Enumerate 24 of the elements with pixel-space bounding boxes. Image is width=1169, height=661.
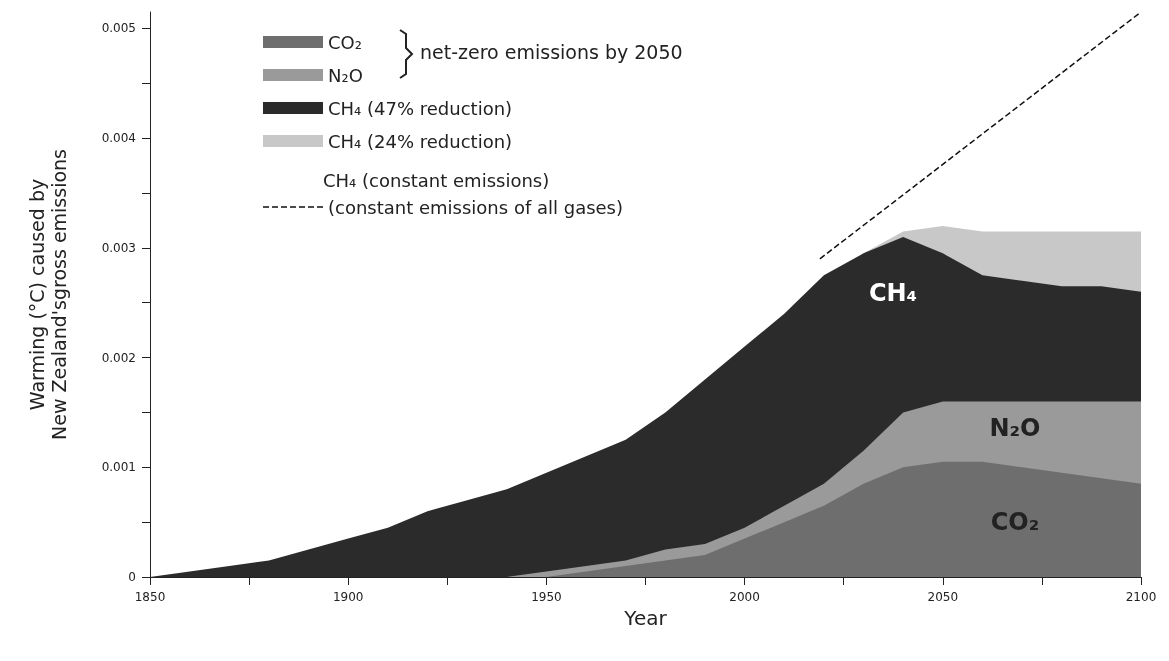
y-tick-label: 0.003	[101, 240, 136, 255]
y-axis-title: Warming (°C) caused by New Zealand'sgross emissions	[26, 148, 70, 441]
x-tick-label: 1950	[531, 590, 562, 604]
x-tick-label: 2100	[1125, 590, 1157, 604]
legend-label: N₂O	[328, 64, 363, 86]
x-tick-label: 1850	[134, 590, 166, 604]
legend-label: (constant emissions of all gases)	[328, 196, 624, 218]
legend-label: CH₄ (24% reduction)	[328, 130, 513, 152]
legend-label: CO₂	[328, 31, 362, 53]
y-tick-label: 0	[128, 570, 136, 584]
x-tick-label: 2000	[729, 590, 760, 604]
annotation: CH₄ (constant emissions)	[323, 169, 550, 191]
x-tick-label: 2050	[927, 590, 959, 604]
x-axis-title: Year	[623, 605, 668, 630]
legend-label: CH₄ (47% reduction)	[328, 97, 513, 119]
x-tick-label: 1900	[332, 590, 364, 604]
annotation: net-zero emissions by 2050	[420, 41, 683, 63]
annotation: N₂O	[989, 414, 1041, 442]
annotation: CH₄	[868, 279, 918, 307]
y-tick-label: 0.004	[101, 131, 136, 146]
annotation: CO₂	[990, 508, 1040, 536]
y-tick-label: 0.002	[101, 350, 136, 365]
y-tick-label: 0.001	[101, 460, 136, 475]
y-tick-label: 0.005	[101, 21, 136, 36]
